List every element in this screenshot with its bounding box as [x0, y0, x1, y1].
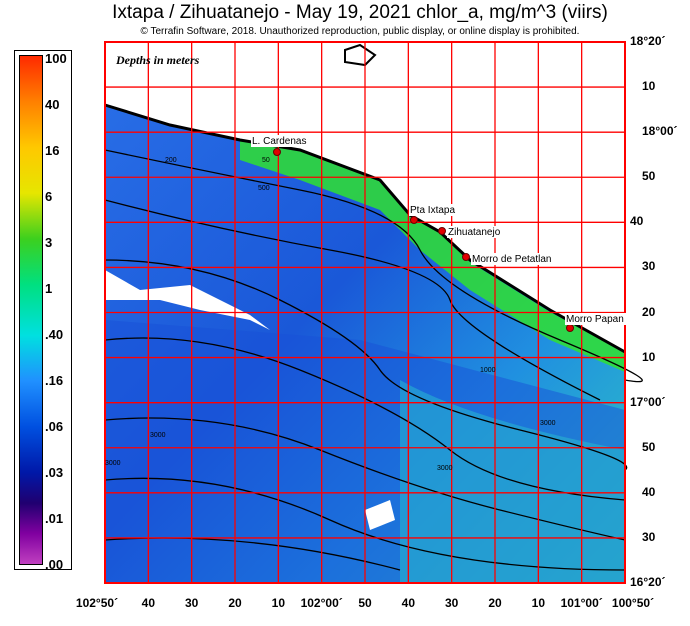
legend-label: 40: [45, 97, 60, 112]
lat-lon-grid: [105, 42, 625, 583]
legend-label: 1: [45, 281, 53, 296]
latitude-label: 20: [642, 304, 656, 319]
cloud-mask: [105, 270, 270, 330]
latitude-label: 18°00´: [642, 124, 678, 139]
latitude-label: 10: [642, 79, 656, 94]
longitude-label: 30: [444, 596, 459, 610]
legend-label: .00: [45, 557, 64, 572]
place-label: Zihuatanejo: [448, 227, 501, 238]
depth-note: Depths in meters: [116, 53, 200, 67]
longitude-label: 102°50´: [75, 596, 119, 610]
legend-label: .06: [45, 419, 64, 434]
cloud-mask: [365, 500, 395, 530]
contour-label: 3000: [540, 420, 556, 427]
legend-label: 100: [45, 51, 67, 66]
legend-label: 3: [45, 235, 53, 250]
place-marker: [462, 253, 470, 261]
legend-label: 16: [45, 143, 60, 158]
contour-label: 3000: [105, 460, 121, 467]
contour-label: 1000: [480, 367, 496, 374]
legend-label: .16: [45, 373, 64, 388]
latitude-label: 30: [642, 529, 656, 544]
legend-label: .03: [45, 465, 64, 480]
copyright-notice: © Terrafin Software, 2018. Unauthorized …: [140, 26, 580, 37]
latitude-label: 40: [630, 214, 644, 229]
latitude-label: 17°00´: [630, 394, 666, 409]
legend-label: 6: [45, 189, 53, 204]
latitude-label: 50: [642, 439, 656, 454]
legend-label: .01: [45, 511, 64, 526]
contour-label: 500: [258, 185, 270, 192]
longitude-label: 50: [358, 596, 372, 610]
latitude-label: 10: [642, 349, 656, 364]
longitude-label: 101°00´: [560, 596, 603, 610]
place-label: Pta Ixtapa: [410, 205, 455, 216]
latitude-label: 50: [642, 169, 656, 184]
place-marker: [438, 227, 446, 235]
place-label: Morro Papan: [566, 314, 624, 325]
offshore-bloom: [400, 380, 625, 583]
latitude-label: 30: [642, 259, 656, 274]
lake-outline: [344, 43, 377, 67]
contour-label: 3000: [437, 465, 453, 472]
contour-label: 50: [262, 157, 270, 164]
place-label: Morro de Petatlan: [472, 254, 552, 265]
latitude-label: 16°20´: [630, 575, 666, 589]
latitude-label: 40: [642, 484, 656, 499]
map-title: Ixtapa / Zihuatanejo - May 19, 2021 chlo…: [112, 2, 608, 23]
longitude-label: 10: [271, 596, 286, 610]
place-label: L. Cardenas: [252, 136, 306, 147]
longitude-label: 10: [531, 596, 546, 610]
contour-label: 200: [165, 157, 177, 164]
longitude-label: 40: [141, 596, 156, 610]
longitude-label: 40: [401, 596, 416, 610]
longitude-label: 20: [228, 596, 242, 610]
legend-label: .40: [45, 327, 64, 342]
longitude-label: 20: [488, 596, 502, 610]
place-marker: [410, 216, 418, 224]
place-marker: [566, 324, 574, 332]
longitude-label: 102°00´: [300, 596, 343, 610]
coastal-chlorophyll: [240, 140, 625, 372]
place-marker: [273, 148, 281, 156]
longitude-label: 30: [184, 596, 199, 610]
latitude-label: 18°20´: [630, 34, 666, 48]
map-frame: [104, 41, 626, 584]
color-legend: 100 40 16 6 3 1 .40 .16 .06 .03 .01 .00: [14, 50, 72, 572]
color-scale-bar: [19, 55, 43, 565]
contour-label: 3000: [150, 432, 166, 439]
longitude-label: 100°50´: [611, 596, 655, 610]
